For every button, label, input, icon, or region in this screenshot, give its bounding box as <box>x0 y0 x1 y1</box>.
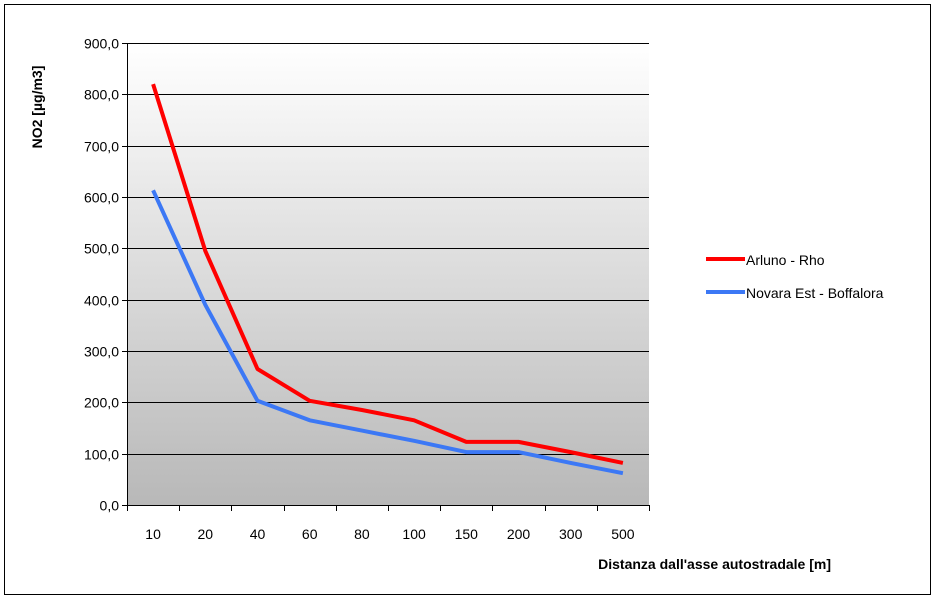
y-tick-label: 700,0 <box>84 139 119 155</box>
x-tick-label: 150 <box>455 526 479 542</box>
x-tick-label: 500 <box>611 526 635 542</box>
legend-label-arluno-rho: Arluno - Rho <box>746 252 825 268</box>
y-tick-label: 600,0 <box>84 190 119 206</box>
x-tick-label: 100 <box>402 526 426 542</box>
y-tick-label: 100,0 <box>84 447 119 463</box>
x-tick-label: 60 <box>302 526 318 542</box>
x-tick-label: 40 <box>250 526 266 542</box>
x-tick-label: 300 <box>559 526 583 542</box>
y-tick-label: 900,0 <box>84 36 119 52</box>
legend-label-novara-est-boffalora: Novara Est - Boffalora <box>746 285 884 301</box>
x-tick-label: 200 <box>507 526 531 542</box>
y-axis-title: NO2 [µg/m3] <box>29 66 45 149</box>
y-tick-label: 0,0 <box>100 498 120 514</box>
x-axis-title: Distanza dall'asse autostradale [m] <box>598 556 831 572</box>
x-tick-label: 80 <box>354 526 370 542</box>
x-tick-label: 20 <box>198 526 214 542</box>
x-tick-label: 10 <box>145 526 161 542</box>
y-tick-label: 800,0 <box>84 87 119 103</box>
y-tick-label: 200,0 <box>84 395 119 411</box>
y-tick-label: 500,0 <box>84 241 119 257</box>
y-tick-label: 300,0 <box>84 344 119 360</box>
y-tick-label: 400,0 <box>84 293 119 309</box>
